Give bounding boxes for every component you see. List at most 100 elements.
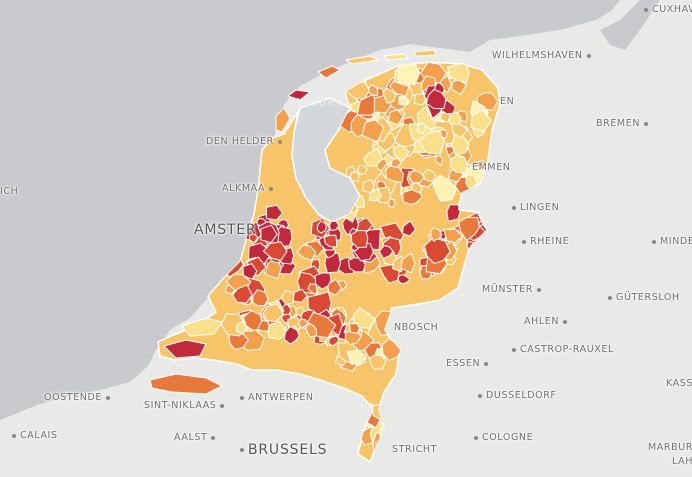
- municipality-patch[interactable]: [292, 288, 308, 303]
- municipality-patch[interactable]: [356, 217, 374, 233]
- city-dot: [644, 121, 649, 126]
- municipality-patch[interactable]: [385, 163, 404, 184]
- municipality-patch[interactable]: [449, 154, 468, 174]
- map-label-brussels: BRUSSELS: [236, 442, 327, 458]
- map-label-amsterdam: AMSTER: [194, 222, 256, 238]
- municipality-patch[interactable]: [400, 252, 416, 274]
- municipality-patch[interactable]: [446, 204, 461, 223]
- map-label-text: LINGEN: [520, 202, 560, 213]
- municipality-patch[interactable]: [416, 121, 427, 135]
- map-label-text: Wadden: [292, 96, 343, 109]
- map-label-text: MINDE: [660, 236, 692, 247]
- municipality-patch[interactable]: [408, 169, 425, 184]
- municipality-patch[interactable]: [397, 273, 411, 285]
- municipality-patch[interactable]: [387, 198, 396, 208]
- map-label-text: BREMEN: [596, 118, 641, 129]
- municipality-patch[interactable]: [435, 154, 444, 167]
- municipality-patch[interactable]: [376, 403, 400, 424]
- municipality-patch[interactable]: [242, 263, 258, 281]
- municipality-patch[interactable]: [314, 272, 332, 290]
- map-label-text: ANTWERPEN: [248, 392, 314, 403]
- municipality-patch[interactable]: [379, 425, 392, 439]
- municipality-patch[interactable]: [361, 119, 385, 143]
- municipality-patch[interactable]: [324, 252, 342, 274]
- municipality-patch[interactable]: [281, 289, 297, 306]
- municipality-patch[interactable]: [327, 278, 343, 296]
- city-dot: [536, 287, 541, 292]
- municipality-patch[interactable]: [387, 109, 405, 126]
- municipality-patch[interactable]: [398, 95, 410, 107]
- municipality-patch[interactable]: [260, 224, 278, 244]
- map-label-text: COLOGNE: [482, 432, 534, 443]
- city-dot: [644, 7, 648, 12]
- municipality-patch[interactable]: [430, 227, 443, 242]
- municipality-patch[interactable]: [352, 307, 377, 329]
- municipality-patch[interactable]: [232, 284, 253, 304]
- municipality-patch[interactable]: [350, 229, 369, 249]
- municipality-patch[interactable]: [362, 148, 383, 167]
- map-label-text: SINT-NIKLAAS: [144, 400, 217, 411]
- municipality-patch[interactable]: [297, 318, 310, 329]
- city-dot: [269, 186, 274, 191]
- municipality-patch[interactable]: [357, 164, 368, 175]
- municipality-patch[interactable]: [346, 349, 366, 367]
- map-label-aalst: AALST: [174, 432, 219, 443]
- municipality-patch[interactable]: [296, 244, 317, 261]
- city-dot: [563, 319, 568, 324]
- municipality-patch[interactable]: [451, 133, 470, 156]
- municipality-patch[interactable]: [307, 283, 318, 296]
- municipality-patch[interactable]: [262, 303, 285, 323]
- municipality-patch[interactable]: [252, 288, 269, 307]
- map-label-oostende: OOSTENDE: [44, 392, 114, 403]
- map-label-minden: MINDE: [648, 236, 692, 247]
- municipality-patch[interactable]: [349, 323, 361, 334]
- municipality-patch[interactable]: [381, 87, 397, 104]
- municipality-patch[interactable]: [262, 241, 288, 262]
- municipality-patch[interactable]: [323, 234, 337, 248]
- municipality-patch[interactable]: [413, 92, 427, 106]
- map-label-text: LAHN: [672, 456, 692, 467]
- city-dot: [484, 361, 489, 366]
- city-dot: [478, 393, 482, 398]
- map-label-dusseldorf: DUSSELDORF: [474, 390, 556, 401]
- map-label-lahn: LAHN: [672, 456, 692, 467]
- municipality-patch[interactable]: [256, 319, 270, 333]
- municipality-patch[interactable]: [401, 220, 417, 237]
- municipality-patch[interactable]: [328, 220, 340, 231]
- municipality-layer: [176, 62, 500, 461]
- municipality-patch[interactable]: [349, 171, 360, 183]
- map-label-text: CALAIS: [20, 430, 58, 441]
- municipality-patch[interactable]: [458, 216, 480, 242]
- municipality-patch[interactable]: [368, 354, 387, 370]
- municipality-patch[interactable]: [390, 157, 402, 168]
- municipality-patch[interactable]: [443, 228, 464, 244]
- municipality-patch[interactable]: [425, 88, 447, 109]
- municipality-patch[interactable]: [432, 174, 458, 202]
- municipality-patch[interactable]: [410, 182, 423, 194]
- municipality-patch[interactable]: [398, 62, 421, 86]
- map-label-rheine: RHEINE: [518, 236, 569, 247]
- municipality-patch[interactable]: [378, 244, 394, 260]
- municipality-patch[interactable]: [235, 320, 248, 335]
- municipality-patch[interactable]: [362, 178, 375, 194]
- map-label-den-helder: DEN HELDER: [206, 136, 286, 147]
- map-label-gutersloh: GÜTERSLOH: [604, 292, 680, 303]
- municipality-patch[interactable]: [417, 130, 446, 155]
- city-dot: [522, 239, 526, 244]
- municipality-patch[interactable]: [470, 109, 493, 133]
- municipality-patch[interactable]: [266, 204, 284, 221]
- municipality-patch[interactable]: [249, 232, 259, 244]
- municipality-patch[interactable]: [423, 236, 451, 265]
- municipality-patch[interactable]: [316, 220, 328, 234]
- municipality-patch[interactable]: [305, 322, 317, 338]
- map-label-meppen: EMMEN: [472, 162, 511, 173]
- map-label-lingen: LINGEN: [508, 202, 559, 213]
- municipality-patch[interactable]: [368, 84, 379, 97]
- municipality-patch[interactable]: [283, 325, 300, 345]
- municipality-patch[interactable]: [328, 335, 340, 347]
- municipality-patch[interactable]: [465, 173, 478, 189]
- map-label-kassel: KASS: [666, 378, 692, 389]
- municipality-patch[interactable]: [368, 188, 383, 202]
- city-dot: [106, 395, 111, 400]
